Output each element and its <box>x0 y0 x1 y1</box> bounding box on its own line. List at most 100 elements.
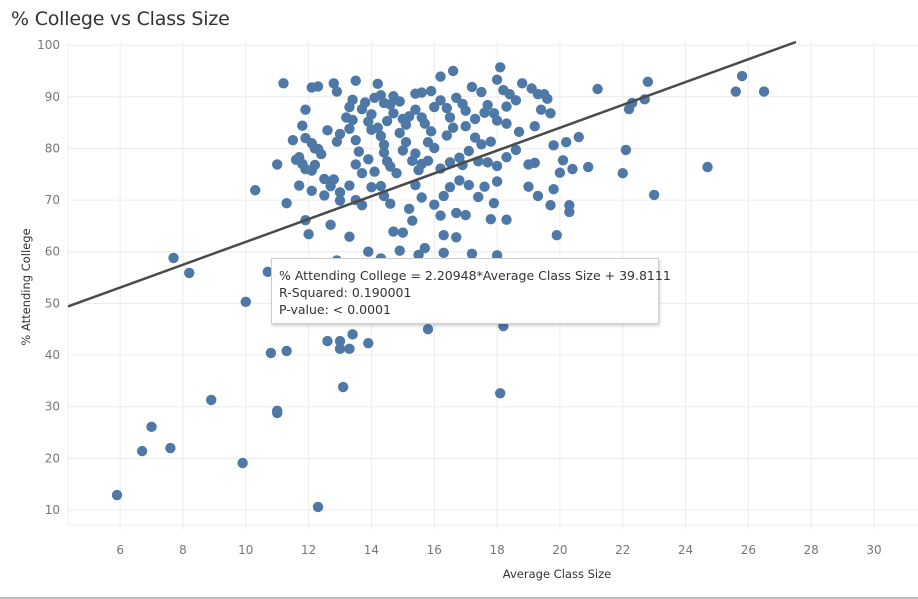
data-point[interactable] <box>240 296 251 308</box>
data-point[interactable] <box>366 109 377 120</box>
data-point[interactable] <box>168 252 179 264</box>
data-point[interactable] <box>334 187 346 198</box>
data-point[interactable] <box>469 132 481 143</box>
data-point[interactable] <box>485 213 497 225</box>
data-point[interactable] <box>529 157 540 169</box>
data-point[interactable] <box>347 329 358 340</box>
data-point[interactable] <box>491 176 503 187</box>
data-point[interactable] <box>303 228 314 240</box>
data-point[interactable] <box>573 131 584 143</box>
data-point[interactable] <box>381 115 393 127</box>
data-point[interactable] <box>334 343 346 355</box>
data-point[interactable] <box>491 160 503 172</box>
data-point[interactable] <box>407 215 418 226</box>
data-point[interactable] <box>397 145 409 156</box>
data-point[interactable] <box>341 112 352 123</box>
data-point[interactable] <box>447 122 459 133</box>
data-point[interactable] <box>548 140 559 151</box>
data-point[interactable] <box>542 93 553 105</box>
data-point[interactable] <box>444 157 456 168</box>
data-point[interactable] <box>451 207 462 219</box>
data-point[interactable] <box>184 267 195 279</box>
data-point[interactable] <box>617 168 628 179</box>
data-point[interactable] <box>501 101 512 112</box>
data-point[interactable] <box>623 103 635 115</box>
data-point[interactable] <box>482 157 493 168</box>
data-point[interactable] <box>366 181 377 193</box>
data-point[interactable] <box>312 501 324 513</box>
data-point[interactable] <box>460 121 471 132</box>
data-point[interactable] <box>388 108 399 119</box>
data-point[interactable] <box>444 112 456 123</box>
data-point[interactable] <box>758 86 770 97</box>
data-point[interactable] <box>262 266 273 278</box>
data-point[interactable] <box>237 457 248 469</box>
data-point[interactable] <box>372 78 383 90</box>
data-point[interactable] <box>416 87 427 98</box>
data-point[interactable] <box>535 104 547 115</box>
data-point[interactable] <box>425 85 437 97</box>
data-point[interactable] <box>272 407 283 419</box>
trend-line[interactable] <box>67 40 797 308</box>
data-point[interactable] <box>331 86 343 97</box>
data-point[interactable] <box>403 203 415 215</box>
data-point[interactable] <box>344 123 355 134</box>
data-point[interactable] <box>548 184 559 195</box>
data-point[interactable] <box>315 148 327 160</box>
data-point[interactable] <box>510 95 522 106</box>
data-point[interactable] <box>328 78 339 89</box>
data-point[interactable] <box>281 197 292 209</box>
data-point[interactable] <box>410 148 421 159</box>
data-point[interactable] <box>582 161 594 173</box>
data-point[interactable] <box>306 185 317 196</box>
data-point[interactable] <box>730 86 742 97</box>
data-point[interactable] <box>620 144 632 156</box>
data-point[interactable] <box>545 108 556 119</box>
data-point[interactable] <box>425 126 437 137</box>
data-point[interactable] <box>136 445 148 457</box>
data-point[interactable] <box>648 189 660 201</box>
data-point[interactable] <box>463 145 475 157</box>
data-point[interactable] <box>400 137 412 148</box>
data-point[interactable] <box>485 136 497 147</box>
data-point[interactable] <box>488 197 500 209</box>
data-point[interactable] <box>469 113 481 125</box>
data-point[interactable] <box>394 127 405 139</box>
data-point[interactable] <box>491 74 503 85</box>
data-point[interactable] <box>293 180 305 191</box>
data-point[interactable] <box>391 168 402 179</box>
data-point[interactable] <box>385 99 396 110</box>
data-point[interactable] <box>557 155 569 166</box>
data-point[interactable] <box>435 210 446 221</box>
data-point[interactable] <box>297 120 308 131</box>
data-point[interactable] <box>476 139 487 150</box>
data-point[interactable] <box>312 81 324 92</box>
data-point[interactable] <box>378 139 390 150</box>
data-point[interactable] <box>337 381 349 393</box>
data-point[interactable] <box>328 174 339 185</box>
data-point[interactable] <box>363 337 374 349</box>
data-point[interactable] <box>359 97 371 108</box>
data-point[interactable] <box>394 245 405 256</box>
data-point[interactable] <box>479 181 490 192</box>
data-point[interactable] <box>429 199 440 210</box>
data-point[interactable] <box>435 95 446 106</box>
data-point[interactable] <box>473 191 484 203</box>
data-point[interactable] <box>736 70 748 82</box>
data-point[interactable] <box>388 226 399 237</box>
data-point[interactable] <box>385 198 396 209</box>
data-point[interactable] <box>560 137 572 148</box>
data-point[interactable] <box>322 125 333 136</box>
data-point[interactable] <box>501 151 512 163</box>
data-point[interactable] <box>353 146 365 157</box>
data-point[interactable] <box>429 101 440 113</box>
data-point[interactable] <box>309 159 321 171</box>
data-point[interactable] <box>545 200 556 211</box>
data-point[interactable] <box>416 158 427 170</box>
data-point[interactable] <box>400 119 412 130</box>
data-point[interactable] <box>319 173 330 185</box>
data-point[interactable] <box>334 195 346 206</box>
data-point[interactable] <box>567 163 578 175</box>
data-point[interactable] <box>375 130 387 142</box>
data-point[interactable] <box>111 489 123 501</box>
